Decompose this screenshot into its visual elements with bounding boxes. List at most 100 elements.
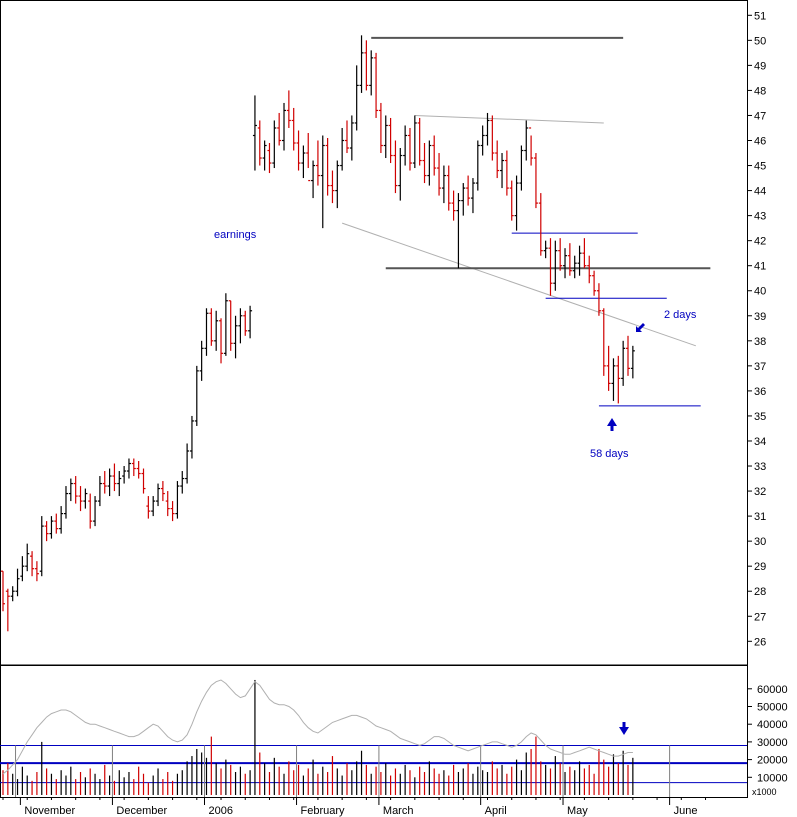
ohlc-bar — [354, 65, 359, 131]
ohlc-bar — [5, 588, 10, 632]
ohlc-bar — [78, 486, 83, 512]
ohlc-bar — [374, 52, 379, 118]
price-ytick-label: 50 — [754, 35, 766, 47]
ohlc-bar — [519, 145, 524, 191]
ohlc-bar — [180, 471, 185, 494]
ohlc-bar — [446, 165, 451, 211]
ohlc-bar — [451, 190, 456, 221]
price-ytick-label: 42 — [754, 236, 766, 248]
ohlc-bar — [504, 150, 509, 196]
ohlc-bar — [44, 521, 49, 542]
xtick-label: December — [116, 805, 167, 817]
volume-ytick-label: 50000 — [757, 702, 788, 714]
ohlc-bar — [223, 293, 228, 356]
ohlc-bar — [131, 458, 136, 477]
ohlc-bar — [112, 463, 117, 492]
ohlc-bar — [238, 308, 243, 344]
ohlc-bar — [529, 127, 534, 166]
ohlc-bar — [427, 140, 432, 186]
ohlc-bar — [359, 35, 364, 93]
volume-moving-average-line — [2, 679, 633, 775]
ohlc-bar — [543, 240, 548, 259]
ohlc-bar — [470, 178, 475, 214]
ohlc-bar — [475, 140, 480, 191]
volume-pane: 10000 20000 30000 40000 50000 60000 x1000 Novem… — [0, 665, 788, 817]
price-ytick-label: 51 — [754, 10, 766, 22]
ohlc-bar — [214, 310, 219, 351]
ohlc-bar — [277, 112, 282, 146]
ohlc-bar — [553, 240, 558, 291]
ohlc-bar — [480, 125, 485, 156]
ohlc-bar — [398, 148, 403, 201]
earnings-annotation: earnings — [214, 229, 257, 241]
ohlc-bar — [311, 160, 316, 199]
xtick-label: June — [674, 805, 698, 817]
ohlc-bar — [340, 127, 345, 171]
ohlc-bar — [257, 120, 262, 166]
ohlc-bar — [577, 245, 582, 276]
ohlc-bar — [291, 107, 296, 151]
price-pane: 26 27 28 29 30 31 32 33 34 35 36 37 38 39 40 41 42 43 44 45… — [0, 0, 766, 666]
down-arrow-icon — [619, 722, 629, 735]
ohlc-bar — [393, 140, 398, 194]
ohlc-bar — [558, 238, 563, 271]
ohlc-bar — [30, 551, 35, 577]
ohlc-bar — [151, 496, 156, 517]
price-ytick-label: 28 — [754, 586, 766, 598]
price-ytick-label: 36 — [754, 386, 766, 398]
price-ytick-label: 34 — [754, 436, 766, 448]
ohlc-bar — [388, 117, 393, 164]
price-ytick-label: 30 — [754, 536, 766, 548]
ohlc-bar — [369, 50, 374, 96]
ohlc-bar — [383, 115, 388, 159]
xtick-label: 2006 — [208, 805, 232, 817]
price-ytick-label: 27 — [754, 611, 766, 623]
ohlc-bar — [306, 132, 311, 182]
ohlc-bar — [296, 130, 301, 171]
xtick-label: November — [24, 805, 75, 817]
price-ytick-label: 38 — [754, 336, 766, 348]
ohlc-bar — [68, 478, 73, 502]
price-ytick-label: 39 — [754, 311, 766, 323]
ohlc-bar — [567, 243, 572, 276]
volume-ytick-label: 60000 — [757, 684, 788, 696]
ohlc-bar — [204, 308, 209, 356]
ohlc-bar — [34, 561, 39, 582]
ohlc-bar — [626, 335, 631, 376]
ohlc-bar — [252, 95, 257, 171]
ohlc-bar — [407, 127, 412, 171]
volume-ytick-label: 30000 — [757, 737, 788, 749]
ohlc-bar — [456, 193, 461, 269]
price-ytick-label: 35 — [754, 411, 766, 423]
ohlc-bar — [39, 516, 44, 577]
two-days-annotation: 2 days — [664, 309, 697, 321]
ohlc-bar — [538, 193, 543, 256]
price-frame — [0, 0, 748, 666]
ohlc-bar — [325, 137, 330, 196]
price-ytick-label: 49 — [754, 60, 766, 72]
ohlc-bar — [219, 318, 224, 364]
ohlc-bar — [616, 355, 621, 404]
ohlc-bar — [156, 483, 161, 507]
ohlc-bar — [630, 345, 635, 379]
ohlc-bar — [514, 175, 519, 231]
ohlc-bar — [286, 90, 291, 128]
ohlc-bar — [587, 255, 592, 284]
price-ytick-label: 45 — [754, 161, 766, 173]
ohlc-bar — [63, 486, 68, 519]
price-ytick-label: 31 — [754, 511, 766, 523]
ohlc-bar — [533, 153, 538, 209]
ohlc-bar — [509, 180, 514, 221]
ohlc-bar — [243, 310, 248, 336]
volume-frame — [0, 665, 748, 798]
ohlc-bar — [412, 115, 417, 169]
ohlc-bar — [282, 102, 287, 151]
ohlc-bar — [441, 165, 446, 204]
ohlc-bar — [422, 143, 427, 184]
ohlc-bar — [228, 300, 233, 351]
ohlc-bar — [611, 358, 616, 401]
ohlc-bar — [165, 491, 170, 517]
ohlc-bar — [330, 170, 335, 204]
ohlc-bar — [102, 471, 107, 494]
